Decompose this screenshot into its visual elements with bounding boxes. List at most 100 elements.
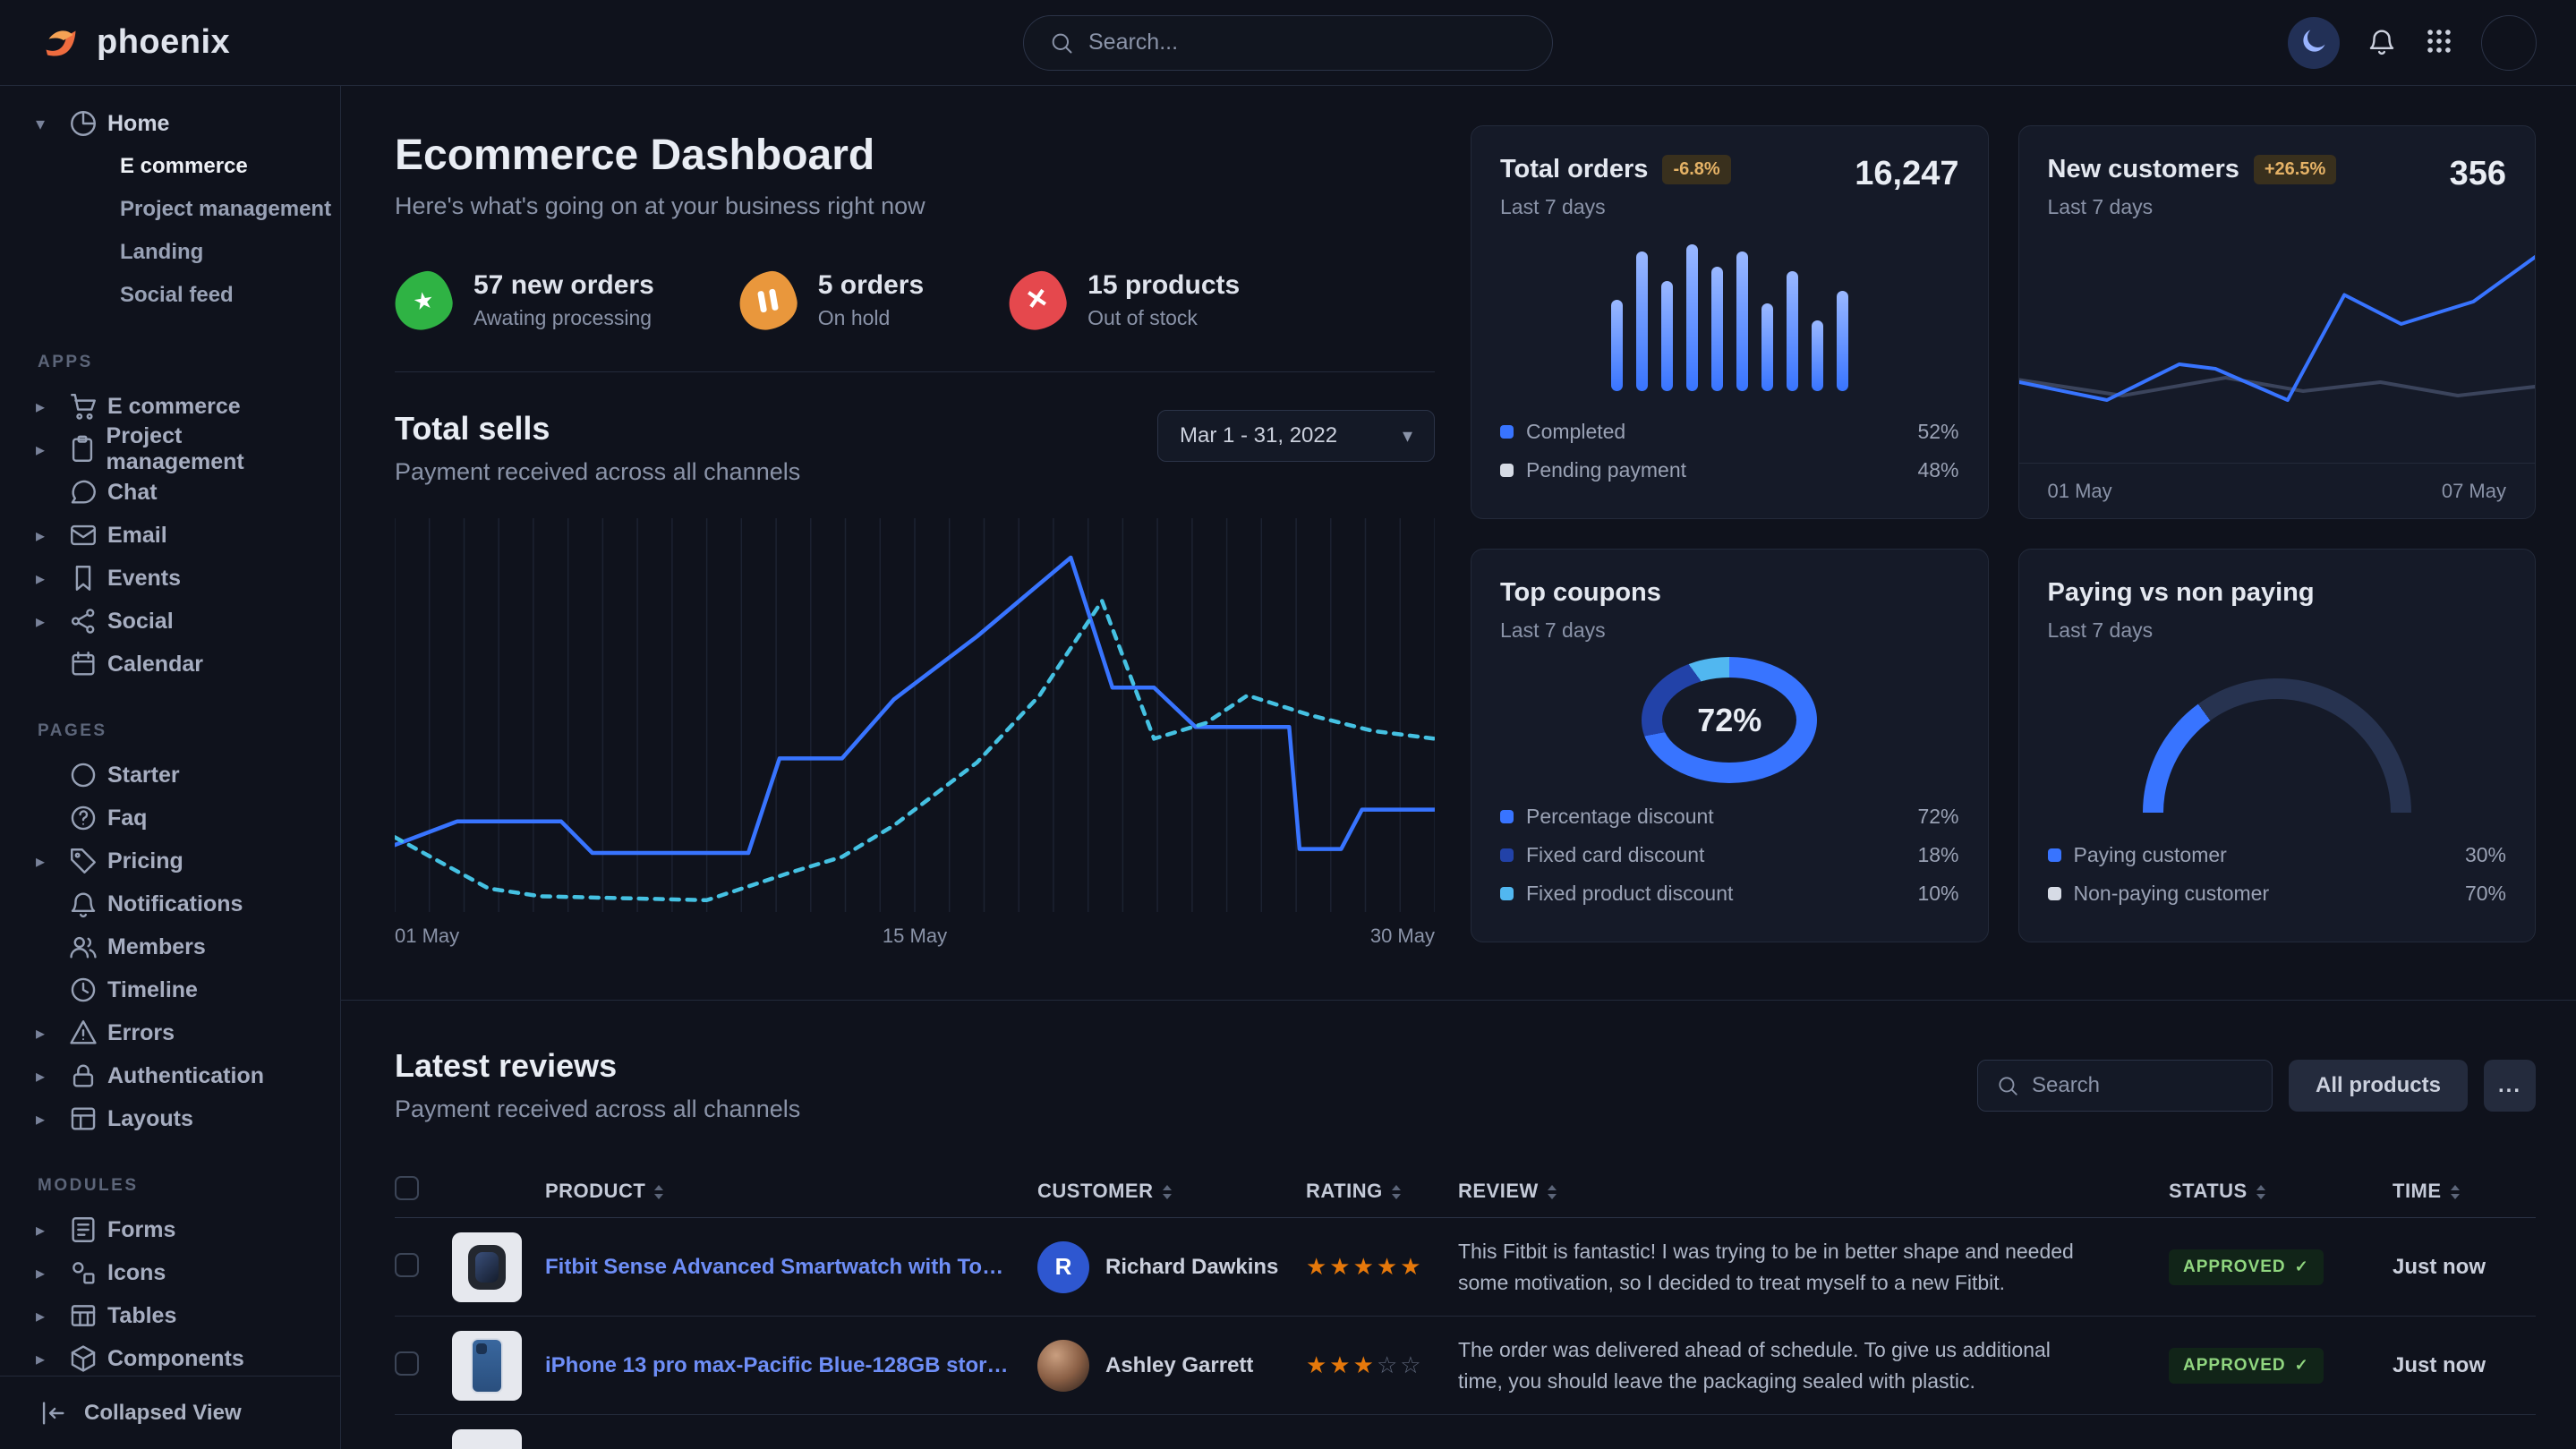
table-icon: [68, 1300, 107, 1331]
sidebar-item-chat[interactable]: Chat: [0, 471, 340, 514]
x-icon: [1004, 267, 1071, 334]
notifications-button[interactable]: [2367, 26, 2397, 59]
search-input[interactable]: [1088, 30, 1527, 55]
global-search[interactable]: [1023, 14, 1553, 71]
more-options-button[interactable]: ...: [2484, 1059, 2536, 1112]
sidebar-item-errors[interactable]: Errors: [0, 1011, 340, 1054]
collapsed-view-toggle[interactable]: Collapsed View: [0, 1376, 340, 1449]
row-checkbox[interactable]: [395, 1351, 419, 1376]
sidebar-item-members[interactable]: Members: [0, 925, 340, 968]
collapse-icon: [38, 1398, 68, 1428]
row-checkbox[interactable]: [395, 1252, 419, 1277]
reviews-subtitle: Payment received across all channels: [395, 1095, 801, 1122]
page-subtitle: Here's what's going on at your business …: [395, 192, 925, 219]
sidebar-item-ecommerce-dashboard[interactable]: E commerce: [120, 154, 248, 178]
reviews-search-input[interactable]: [2031, 1072, 2254, 1098]
user-avatar[interactable]: [2481, 14, 2537, 71]
latest-reviews-section: Latest reviews Payment received across a…: [341, 1001, 2576, 1449]
calendar-icon: [68, 649, 107, 679]
legend-item: Paying customer 30%: [2047, 836, 2506, 874]
help-circle-icon: [68, 803, 107, 833]
mail-icon: [68, 520, 107, 550]
customer-cell: R Richard Dawkins: [1037, 1240, 1306, 1293]
date-range-select[interactable]: Mar 1 - 31, 2022: [1157, 410, 1435, 462]
review-text: This Fitbit is fantastic! I was trying t…: [1458, 1240, 2074, 1294]
legend-item: Completed 52%: [1500, 413, 1959, 451]
sidebar-item-faq[interactable]: Faq: [0, 797, 340, 840]
reviews-title: Latest reviews: [395, 1047, 618, 1084]
table-row: Fitbit Sense Advanced Smartwatch with To…: [395, 1218, 2536, 1317]
x-axis-label: 30 May: [1369, 925, 1435, 947]
sort-icon[interactable]: [2450, 1184, 2460, 1199]
column-product[interactable]: PRODUCT: [545, 1180, 1037, 1203]
sidebar-item-forms[interactable]: Forms: [0, 1208, 340, 1251]
sort-icon[interactable]: [654, 1184, 664, 1199]
rating-stars: ★★★★★: [1306, 1253, 1424, 1280]
sidebar-item-email[interactable]: Email: [0, 514, 340, 557]
sidebar-item-social[interactable]: Social: [0, 600, 340, 643]
sidebar-item-notifications[interactable]: Notifications: [0, 882, 340, 925]
lock-icon: [68, 1061, 107, 1091]
clipboard-icon: [67, 434, 106, 465]
sidebar-item-tables[interactable]: Tables: [0, 1294, 340, 1337]
legend-item: Fixed product discount 10%: [1500, 874, 1959, 913]
top-navbar: phoenix: [0, 0, 2576, 86]
column-customer[interactable]: CUSTOMER: [1037, 1180, 1306, 1203]
sidebar-item-project-management[interactable]: Project management: [0, 423, 340, 474]
column-status[interactable]: STATUS: [2169, 1180, 2393, 1203]
users-icon: [68, 932, 107, 962]
sidebar-item-events[interactable]: Events: [0, 557, 340, 600]
sidebar-item-calendar[interactable]: Calendar: [0, 643, 340, 686]
table-row: iPhone 13 pro max-Pacific Blue-128GB sto…: [395, 1317, 2536, 1415]
bookmark-icon: [68, 563, 107, 593]
change-badge: +26.5%: [2253, 155, 2337, 184]
sidebar-item-icons[interactable]: Icons: [0, 1251, 340, 1294]
apps-grid-button[interactable]: [2424, 26, 2454, 59]
sidebar-item-timeline[interactable]: Timeline: [0, 968, 340, 1011]
column-rating[interactable]: RATING: [1306, 1180, 1458, 1203]
chevron-right-icon: [36, 1305, 68, 1327]
sidebar-section-modules: MODULES: [38, 1176, 139, 1195]
x-axis-label: 01 May: [395, 925, 460, 947]
review-text: The order was delivered ahead of schedul…: [1458, 1338, 2051, 1393]
sidebar-item-starter[interactable]: Starter: [0, 754, 340, 797]
sort-icon[interactable]: [1391, 1184, 1401, 1199]
sidebar-item-pricing[interactable]: Pricing: [0, 840, 340, 882]
column-time[interactable]: TIME: [2393, 1180, 2536, 1203]
avatar: [1037, 1339, 1089, 1392]
sort-icon[interactable]: [1547, 1184, 1557, 1199]
sort-icon[interactable]: [1162, 1184, 1172, 1199]
sidebar-item-landing[interactable]: Landing: [120, 240, 204, 264]
time-cell: Just now: [2393, 1352, 2486, 1377]
sidebar-item-layouts[interactable]: Layouts: [0, 1097, 340, 1140]
sidebar-item-ecommerce-app[interactable]: E commerce: [0, 385, 340, 428]
sidebar-item-components[interactable]: Components: [0, 1337, 340, 1376]
column-review[interactable]: REVIEW: [1458, 1180, 2169, 1203]
page-title: Ecommerce Dashboard: [395, 132, 875, 179]
legend-item: Pending payment 48%: [1500, 451, 1959, 490]
x-axis-label: 15 May: [882, 925, 948, 947]
product-image[interactable]: [452, 1428, 522, 1449]
chevron-down-icon: [1403, 424, 1412, 447]
select-all-checkbox[interactable]: [395, 1176, 419, 1200]
sort-icon[interactable]: [2256, 1184, 2265, 1199]
sidebar: Home E commerce Project management Landi…: [0, 86, 341, 1449]
total-sells-chart: 01 May 15 May 30 May: [395, 518, 1435, 948]
dark-mode-toggle[interactable]: [2288, 16, 2340, 69]
share-icon: [68, 606, 107, 636]
sidebar-item-project-management-dashboard[interactable]: Project management: [120, 197, 332, 221]
brand-logo[interactable]: phoenix: [39, 21, 230, 64]
sidebar-item-authentication[interactable]: Authentication: [0, 1054, 340, 1097]
stat-new-orders: 57 new orders Awating processing: [389, 267, 654, 334]
pie-chart-icon: [68, 108, 107, 139]
product-link[interactable]: Fitbit Sense Advanced Smartwatch with To…: [545, 1254, 1037, 1279]
all-products-button[interactable]: All products: [2288, 1059, 2468, 1112]
product-image-fitbit[interactable]: [452, 1232, 522, 1302]
reviews-search[interactable]: [1976, 1059, 2273, 1112]
product-link[interactable]: iPhone 13 pro max-Pacific Blue-128GB sto…: [545, 1352, 1024, 1377]
sidebar-item-home[interactable]: Home: [0, 102, 340, 145]
chat-icon: [68, 477, 107, 507]
product-image-iphone[interactable]: [452, 1330, 522, 1401]
phone-image: [471, 1337, 503, 1394]
sidebar-item-social-feed[interactable]: Social feed: [120, 283, 234, 307]
